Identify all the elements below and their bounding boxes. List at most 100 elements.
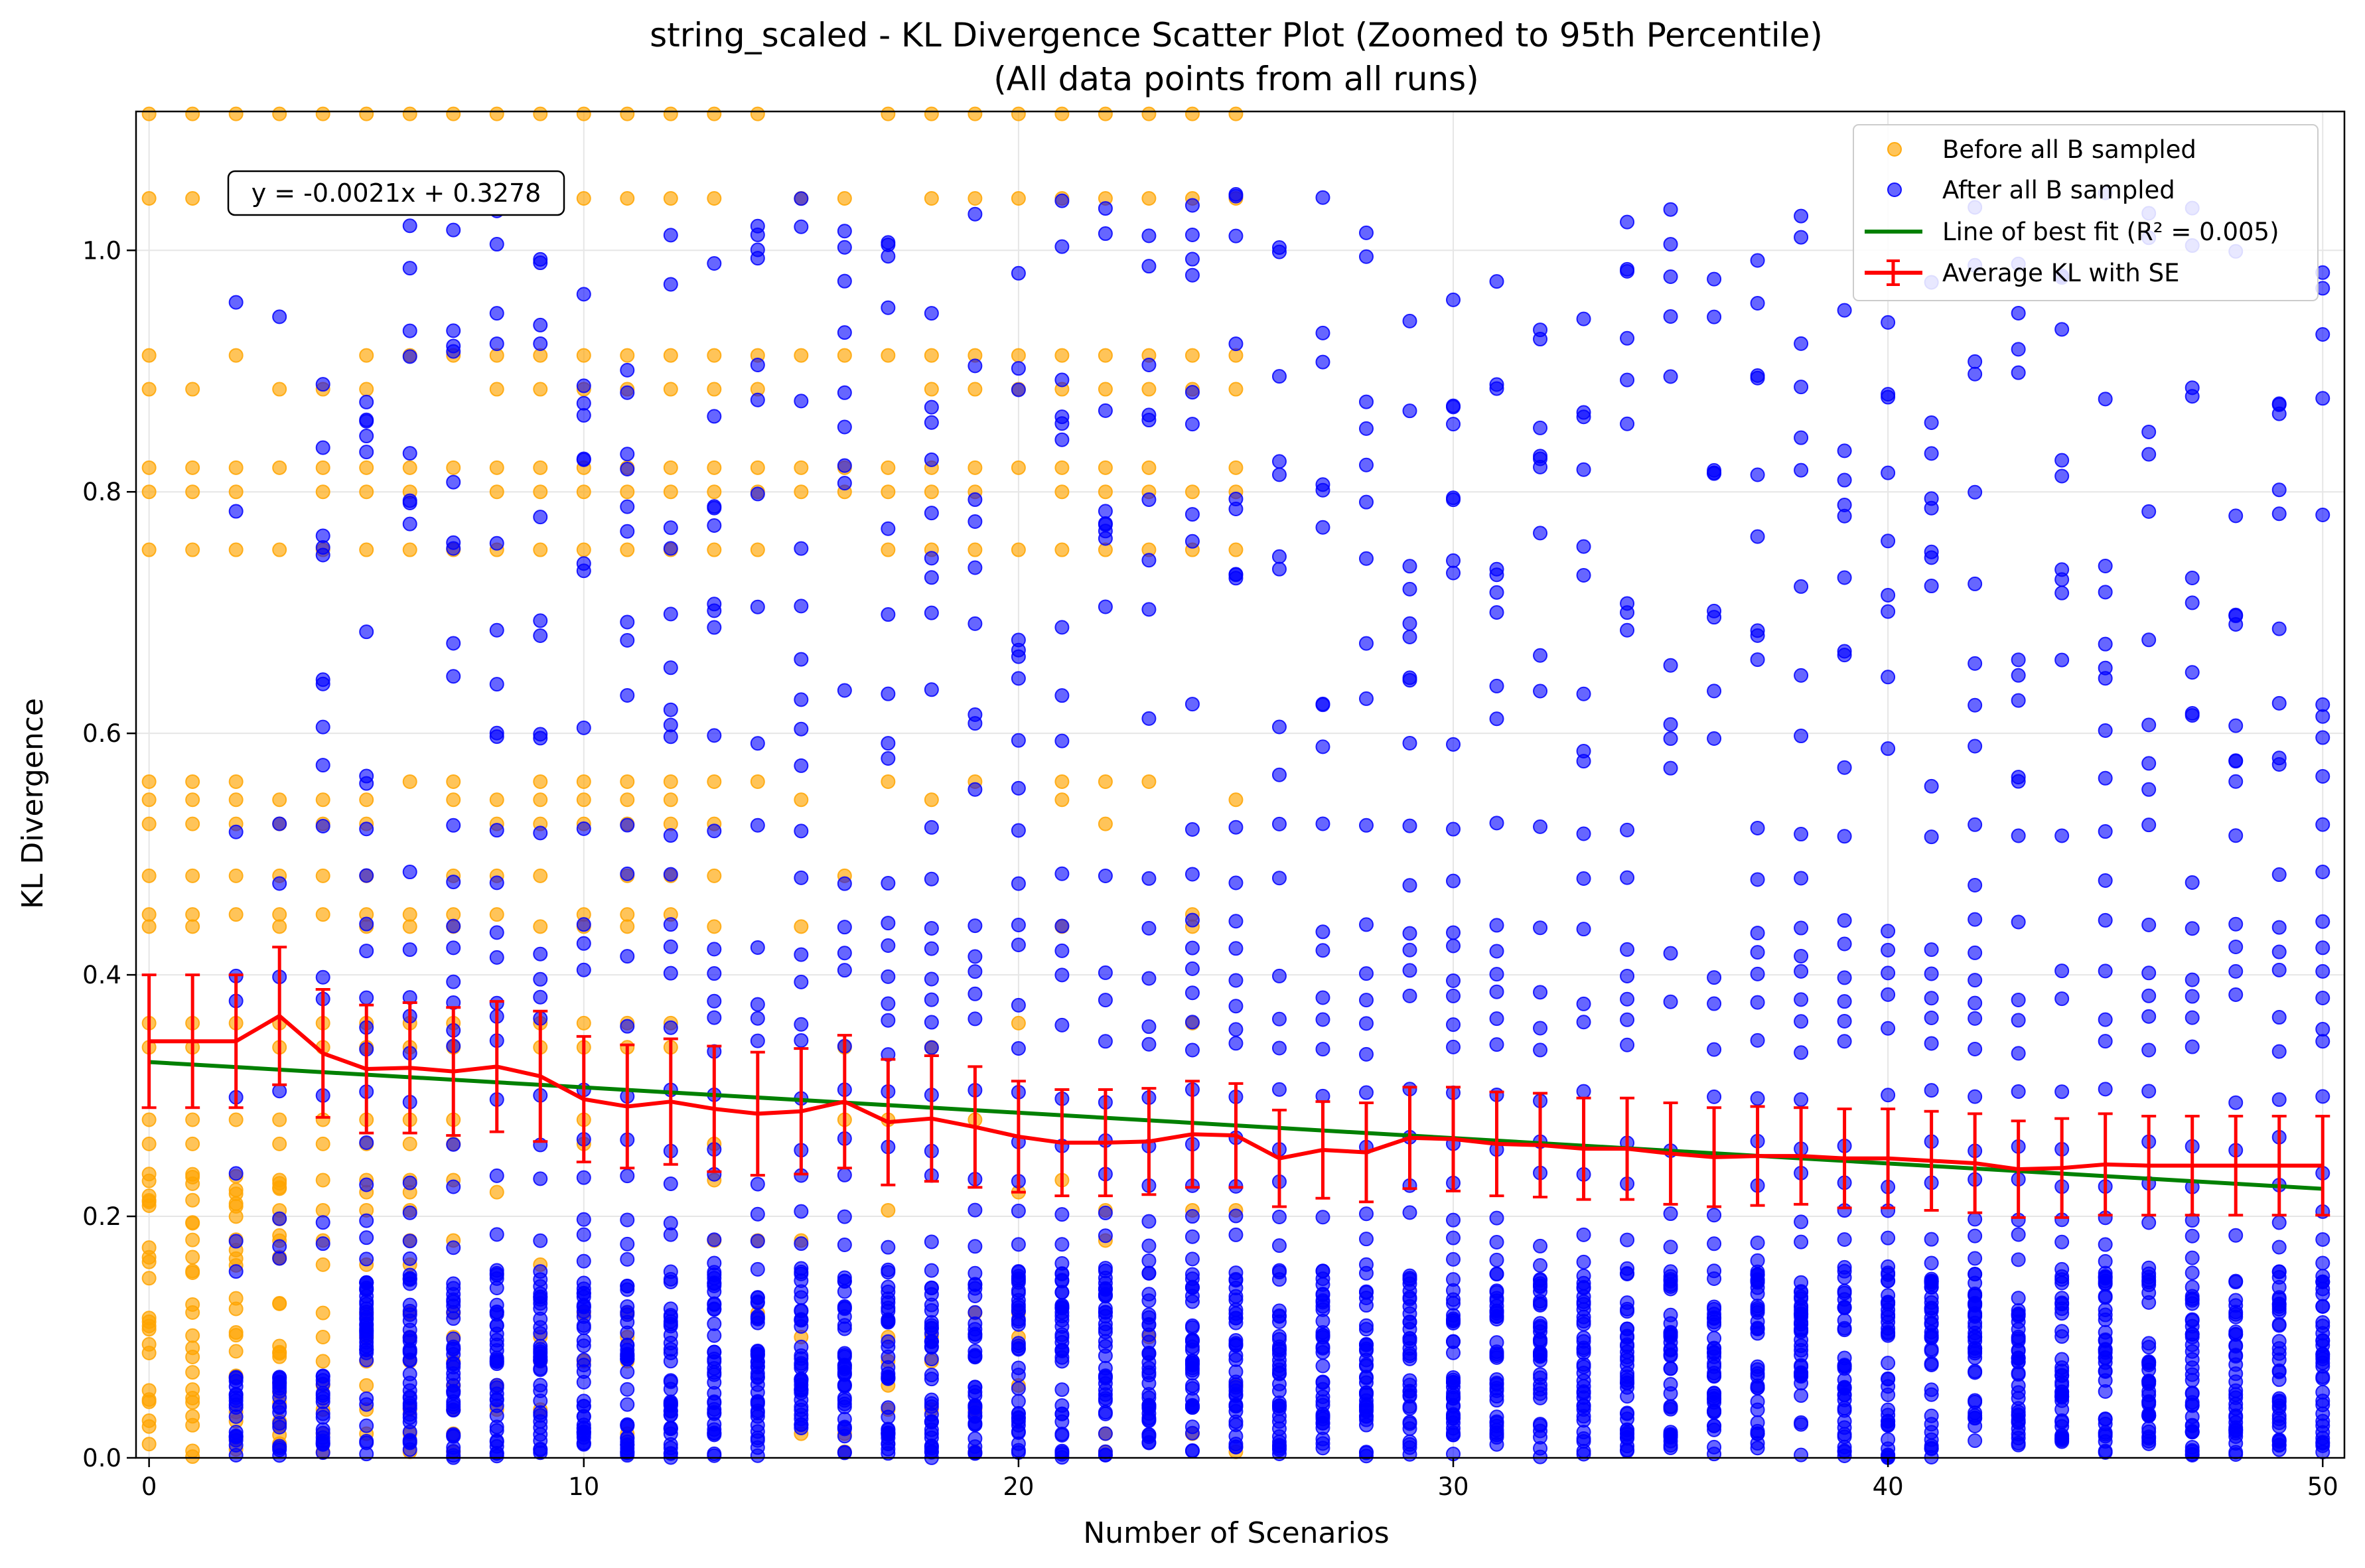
after-point bbox=[794, 541, 809, 556]
after-point bbox=[2271, 1290, 2287, 1305]
after-point bbox=[1315, 1382, 1330, 1397]
after-point bbox=[1750, 945, 1765, 960]
after-point bbox=[707, 1367, 722, 1382]
after-point bbox=[1098, 965, 1113, 980]
before-point bbox=[1098, 348, 1113, 363]
after-point bbox=[1924, 1036, 1939, 1051]
fit-equation-text: y = -0.0021x + 0.3278 bbox=[251, 178, 541, 208]
after-point bbox=[1663, 994, 1678, 1009]
after-point bbox=[620, 362, 635, 378]
before-point bbox=[533, 484, 548, 500]
after-point bbox=[446, 474, 461, 490]
after-point bbox=[620, 866, 635, 881]
after-point bbox=[837, 1167, 852, 1182]
after-point bbox=[1011, 1237, 1026, 1252]
after-point bbox=[1576, 311, 1591, 326]
before-point bbox=[315, 868, 330, 883]
after-point bbox=[1446, 873, 1461, 889]
after-point bbox=[1707, 1042, 1722, 1057]
after-point bbox=[1881, 1371, 1896, 1386]
after-point bbox=[2315, 1406, 2330, 1421]
after-point bbox=[2315, 1333, 2330, 1348]
after-point bbox=[315, 1406, 330, 1421]
after-point bbox=[2011, 1415, 2026, 1430]
after-point bbox=[533, 1171, 548, 1186]
before-point bbox=[1098, 460, 1113, 475]
after-point bbox=[1184, 251, 1200, 267]
before-point bbox=[272, 792, 287, 808]
after-point bbox=[1794, 668, 1809, 683]
after-point bbox=[2054, 1261, 2070, 1277]
after-point bbox=[1533, 1349, 1548, 1364]
before-point bbox=[707, 868, 722, 883]
after-point bbox=[1533, 1258, 1548, 1273]
after-point bbox=[1837, 1013, 1852, 1029]
after-point bbox=[1533, 332, 1548, 347]
after-point bbox=[1184, 985, 1200, 1001]
after-point bbox=[663, 939, 678, 954]
after-point bbox=[446, 535, 461, 550]
after-point bbox=[402, 516, 417, 532]
after-point bbox=[315, 1215, 330, 1230]
after-point bbox=[1315, 1012, 1330, 1027]
after-point bbox=[967, 918, 983, 934]
before-point bbox=[967, 460, 983, 475]
after-point bbox=[1924, 1311, 1939, 1326]
after-point bbox=[924, 452, 939, 467]
before-point bbox=[315, 1305, 330, 1320]
after-point bbox=[663, 660, 678, 676]
y-tick-label: 0.8 bbox=[82, 478, 121, 506]
before-point bbox=[663, 106, 678, 121]
after-point bbox=[1663, 717, 1678, 732]
before-point bbox=[794, 348, 809, 363]
after-point bbox=[837, 1393, 852, 1408]
after-point bbox=[1358, 1016, 1374, 1031]
after-point bbox=[663, 917, 678, 932]
after-point bbox=[1968, 1341, 1983, 1356]
after-point bbox=[1750, 1253, 1765, 1268]
after-point bbox=[924, 1339, 939, 1354]
before-point bbox=[141, 1254, 157, 1269]
after-point bbox=[1184, 534, 1200, 549]
after-point bbox=[620, 1397, 635, 1412]
after-point bbox=[750, 358, 765, 373]
after-point bbox=[533, 1326, 548, 1341]
after-point bbox=[1924, 1441, 1939, 1456]
before-point bbox=[750, 774, 765, 789]
after-point bbox=[489, 1280, 504, 1295]
after-point bbox=[576, 556, 591, 571]
after-point bbox=[359, 1305, 374, 1320]
after-point bbox=[620, 1305, 635, 1320]
before-point bbox=[533, 774, 548, 789]
after-point bbox=[1663, 1240, 1678, 1255]
after-point bbox=[1968, 817, 1983, 832]
after-point bbox=[1707, 1208, 1722, 1223]
after-point bbox=[1968, 576, 1983, 591]
after-point bbox=[1184, 940, 1200, 956]
legend-label-after: After all B sampled bbox=[1942, 176, 2175, 204]
after-point bbox=[1663, 369, 1678, 384]
after-point bbox=[1358, 1206, 1374, 1222]
after-point bbox=[1707, 309, 1722, 324]
after-point bbox=[1533, 1272, 1548, 1287]
after-point bbox=[2098, 1445, 2113, 1460]
after-point bbox=[663, 1319, 678, 1334]
after-point bbox=[1315, 696, 1330, 711]
after-point bbox=[1358, 1232, 1374, 1247]
after-point bbox=[620, 1251, 635, 1267]
before-point bbox=[1228, 106, 1244, 121]
x-tick-label: 10 bbox=[568, 1472, 599, 1501]
after-point bbox=[1881, 1259, 1896, 1274]
after-point bbox=[1402, 581, 1417, 597]
after-point bbox=[1141, 1019, 1157, 1034]
before-point bbox=[881, 348, 896, 363]
after-point bbox=[924, 1234, 939, 1249]
after-point bbox=[1968, 912, 1983, 927]
after-point bbox=[1924, 1408, 1939, 1423]
after-point bbox=[707, 1010, 722, 1025]
after-point bbox=[2315, 1315, 2330, 1330]
after-point bbox=[794, 1284, 809, 1299]
after-point bbox=[2315, 391, 2330, 406]
before-point bbox=[707, 348, 722, 363]
after-point bbox=[359, 1342, 374, 1357]
